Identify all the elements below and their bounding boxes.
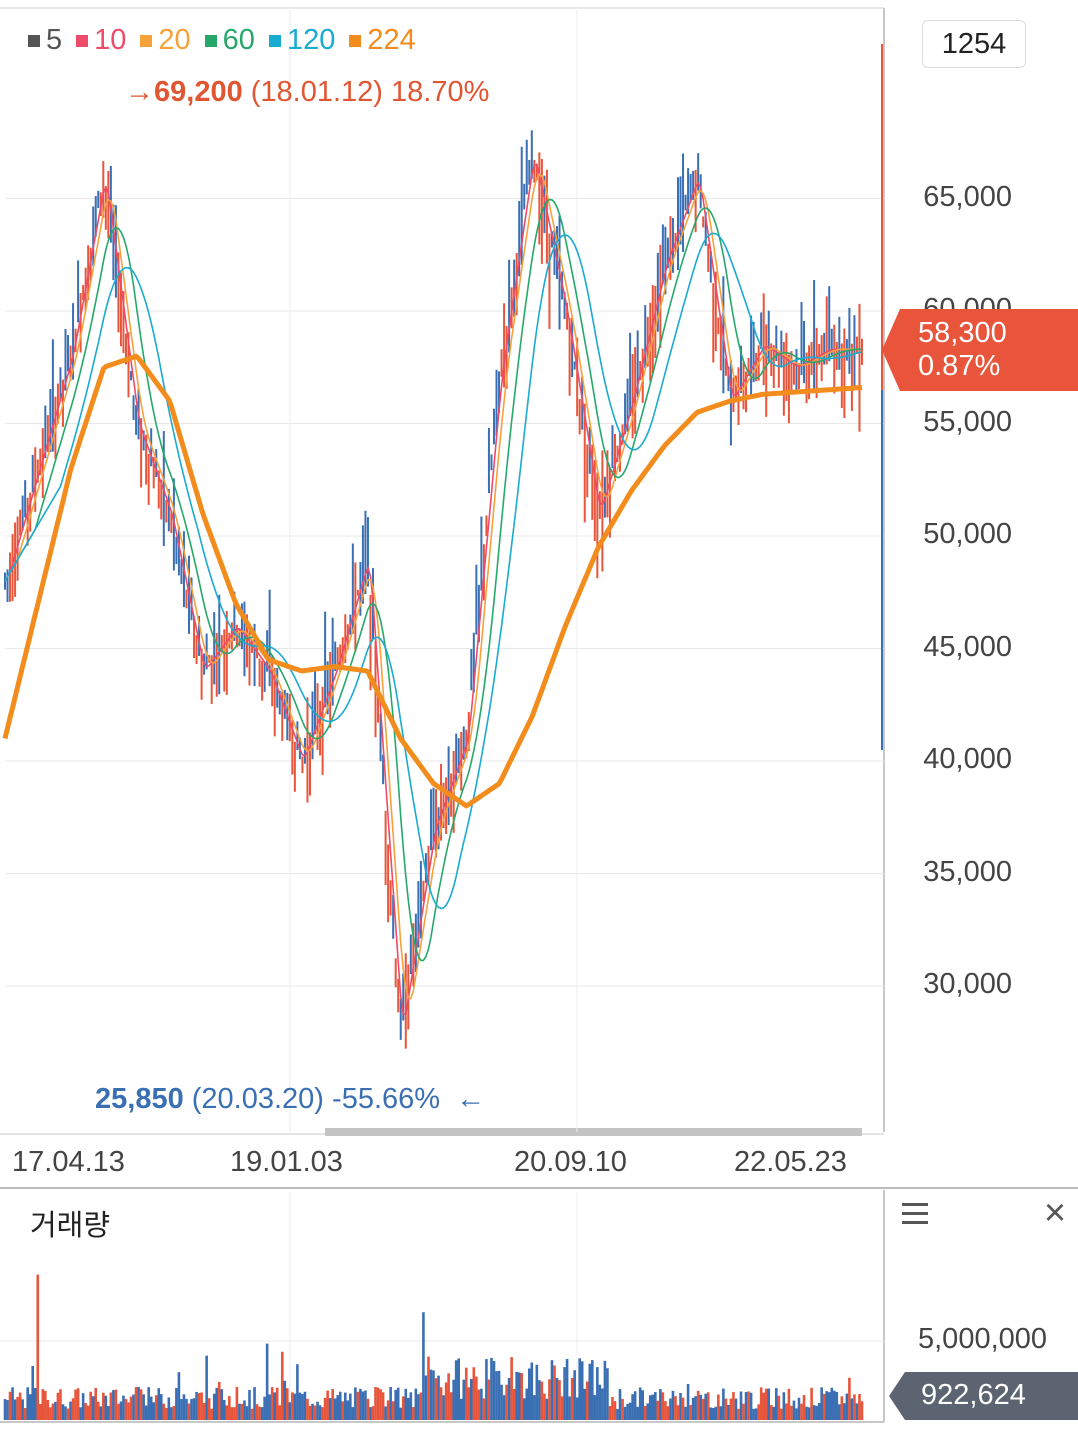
menu-icon[interactable] bbox=[900, 1199, 932, 1229]
volume-current-tag: 922,624 bbox=[889, 1372, 1078, 1420]
y-tick-label: 40,000 bbox=[923, 743, 1012, 775]
legend-item-ma20[interactable]: 20 bbox=[140, 24, 191, 57]
legend-swatch-ma120 bbox=[268, 34, 281, 47]
legend-swatch-ma224 bbox=[349, 34, 362, 47]
high-value: 69,200 bbox=[154, 76, 243, 108]
y-tick-label: 35,000 bbox=[923, 856, 1012, 888]
legend-swatch-ma10 bbox=[76, 34, 89, 47]
current-price-change: 0.87% bbox=[918, 350, 1001, 382]
current-price-tag: 58,300 0.87% bbox=[882, 309, 1078, 391]
scrollbar-thumb bbox=[325, 1128, 862, 1136]
ma-legend: 5 10 20 60 120 224 bbox=[28, 24, 416, 57]
current-price-value: 58,300 bbox=[918, 317, 1007, 349]
legend-item-ma60[interactable]: 60 bbox=[204, 24, 255, 57]
x-tick-label: 19.01.03 bbox=[230, 1146, 343, 1178]
x-tick-label: 17.04.13 bbox=[12, 1146, 125, 1178]
high-date: (18.01.12) bbox=[250, 76, 383, 108]
x-tick-label: 22.05.23 bbox=[734, 1146, 847, 1178]
low-change: -55.66% bbox=[332, 1083, 441, 1115]
volume-tick-label: 5,000,000 bbox=[918, 1323, 1048, 1355]
ma-line-10 bbox=[4, 164, 862, 1016]
legend-swatch-ma5 bbox=[28, 34, 40, 47]
y-tick-label: 55,000 bbox=[923, 406, 1012, 438]
counter-box[interactable]: 1254 bbox=[922, 20, 1026, 68]
close-icon[interactable]: × bbox=[1043, 1192, 1067, 1234]
high-arrow-icon: → bbox=[125, 76, 154, 108]
low-value: 25,850 bbox=[95, 1083, 184, 1115]
legend-item-ma120[interactable]: 120 bbox=[268, 24, 335, 57]
y-tick-label: 50,000 bbox=[923, 518, 1012, 550]
y-tick-label: 65,000 bbox=[923, 181, 1012, 213]
legend-swatch-ma20 bbox=[140, 34, 153, 47]
y-tick-label: 30,000 bbox=[923, 968, 1012, 1000]
y-tick-label: 45,000 bbox=[923, 631, 1012, 663]
low-date: (20.03.20) bbox=[191, 1083, 324, 1115]
legend-item-ma224[interactable]: 224 bbox=[349, 24, 416, 57]
ma-line-224 bbox=[2, 353, 863, 809]
low-marker: 25,850 (20.03.20) -55.66% ← bbox=[95, 1083, 485, 1116]
x-tick-label: 20.09.10 bbox=[514, 1146, 627, 1178]
ma-line-120 bbox=[4, 232, 863, 910]
legend-item-ma5[interactable]: 5 bbox=[28, 24, 62, 57]
low-arrow-icon: ← bbox=[456, 1083, 486, 1115]
high-change: 18.70% bbox=[391, 76, 490, 108]
legend-item-ma10[interactable]: 10 bbox=[76, 24, 126, 57]
volume-title: 거래량 bbox=[30, 1210, 111, 1242]
ma-line-20 bbox=[4, 173, 862, 1000]
high-marker: →69,200 (18.01.12) 18.70% bbox=[125, 76, 489, 109]
legend-swatch-ma60 bbox=[204, 34, 217, 47]
